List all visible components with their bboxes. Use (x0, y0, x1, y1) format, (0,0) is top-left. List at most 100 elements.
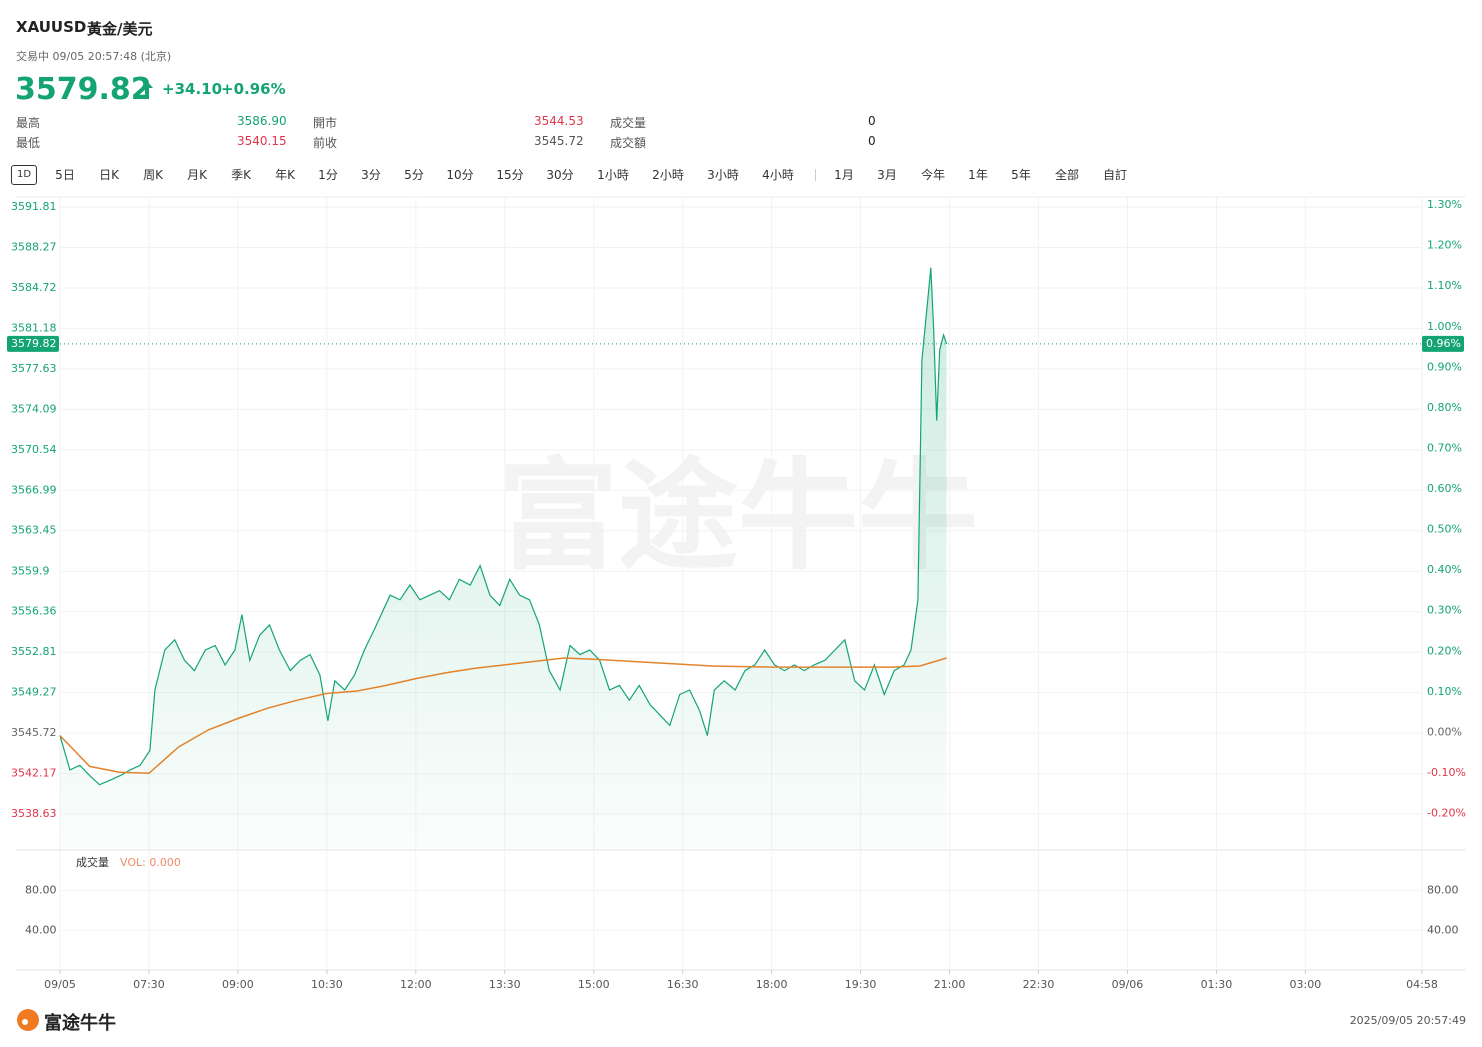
price-line (59, 267, 948, 786)
instrument-name: 黃金/美元 (87, 20, 153, 38)
period-tab[interactable]: 1年 (968, 168, 988, 182)
current-price-tag (7, 335, 59, 352)
current-pct-label: 0.96% (1426, 337, 1461, 350)
x-tick-label: 04:58 (1406, 978, 1438, 991)
y-tick-label: 3542.17 (11, 767, 57, 780)
y2-tick-label: 0.50% (1427, 523, 1462, 536)
stat-value: 0 (868, 134, 876, 148)
period-tab[interactable]: 1D (10, 165, 38, 185)
period-tab[interactable]: 月K (187, 168, 207, 182)
period-tab[interactable]: 30分 (546, 168, 574, 182)
period-tab[interactable]: 3月 (877, 168, 897, 182)
period-tab[interactable]: 1小時 (597, 168, 629, 182)
y-tick-label: 3570.54 (11, 443, 57, 456)
stat-value: 3586.90 (237, 114, 287, 128)
y-tick-label: 3552.81 (11, 645, 57, 658)
stat-label: 前收 (313, 136, 338, 150)
period-tab[interactable]: 3小時 (707, 168, 739, 182)
period-tab[interactable]: 2小時 (652, 168, 684, 182)
y-tick-label: 3584.72 (11, 281, 57, 294)
stat-label: 開市 (313, 116, 338, 130)
period-tab[interactable]: 全部 (1054, 168, 1080, 182)
period-tab[interactable]: 15分 (496, 168, 524, 182)
volume-tick-label: 40.00 (25, 923, 57, 936)
stat-value: 3545.72 (534, 134, 584, 148)
y2-tick-label: -0.10% (1427, 766, 1466, 779)
stat-value: 3540.15 (237, 134, 287, 148)
average-line (59, 657, 947, 775)
y-tick-label: 3566.99 (11, 483, 57, 496)
period-tab[interactable]: 10分 (446, 168, 474, 182)
period-tab[interactable]: 今年 (920, 168, 946, 182)
period-tab[interactable]: 5分 (404, 168, 424, 182)
x-tick-label: 03:00 (1290, 978, 1322, 991)
x-tick-label: 18:00 (756, 978, 788, 991)
stat-value: 0 (868, 114, 876, 128)
y-tick-label: 3574.09 (11, 402, 57, 415)
volume-tick-label: 80.00 (1427, 884, 1459, 897)
y2-tick-label: 0.10% (1427, 685, 1462, 698)
x-tick-label: 22:30 (1023, 978, 1055, 991)
volume-value: VOL: 0.000 (120, 856, 181, 869)
volume-tick-label: 80.00 (25, 884, 57, 897)
y2-tick-label: 1.00% (1427, 320, 1462, 333)
period-tab[interactable]: 1分 (318, 168, 338, 182)
x-tick-label: 09/05 (44, 978, 76, 991)
y2-tick-label: 0.90% (1427, 360, 1462, 373)
y-tick-label: 3591.81 (11, 200, 57, 213)
change: +34.10 (162, 80, 223, 98)
stat-label: 成交額 (610, 136, 647, 150)
x-tick-label: 13:30 (489, 978, 521, 991)
period-tab[interactable]: 日K (99, 168, 119, 182)
y2-tick-label: 0.60% (1427, 482, 1462, 495)
x-tick-label: 21:00 (934, 978, 966, 991)
period-tab[interactable]: 5日 (55, 168, 75, 182)
current-pct-tag (1422, 335, 1464, 352)
x-tick-label: 15:00 (578, 978, 610, 991)
period-tab[interactable]: 1月 (834, 168, 854, 182)
x-tick-label: 07:30 (133, 978, 165, 991)
watermark: 富途牛牛 (498, 448, 978, 587)
period-tab[interactable]: 自訂 (1102, 168, 1128, 182)
y2-tick-label: 0.70% (1427, 441, 1462, 454)
x-tick-label: 09/06 (1112, 978, 1144, 991)
brand: 富途牛牛 (44, 1013, 116, 1034)
stat-label: 最低 (16, 136, 41, 150)
period-tab[interactable]: 季K (231, 168, 251, 182)
y2-tick-label: 1.30% (1427, 198, 1462, 211)
current-price-label: 3579.82 (11, 337, 57, 350)
x-tick-label: 01:30 (1201, 978, 1233, 991)
y2-tick-label: 1.10% (1427, 279, 1462, 292)
x-tick-label: 10:30 (311, 978, 343, 991)
last-price: 3579.82 (15, 72, 152, 107)
y2-tick-label: 0.30% (1427, 604, 1462, 617)
y-tick-label: 3549.27 (11, 686, 57, 699)
change-pct: +0.96% (221, 80, 286, 98)
y-tick-label: 3563.45 (11, 524, 57, 537)
y2-tick-label: 0.00% (1427, 725, 1462, 738)
tab-separator (815, 169, 816, 181)
x-tick-label: 09:00 (222, 978, 254, 991)
y-tick-label: 3577.63 (11, 362, 57, 375)
period-tab[interactable]: 4小時 (762, 168, 794, 182)
period-tab[interactable]: 年K (275, 168, 295, 182)
stat-value: 3544.53 (534, 114, 584, 128)
timestamp: 2025/09/05 20:57:49 (1349, 1014, 1466, 1027)
stat-label: 成交量 (610, 116, 647, 130)
y-tick-label: 3538.63 (11, 807, 57, 820)
y-tick-label: 3545.72 (11, 726, 57, 739)
period-tab[interactable]: 5年 (1011, 168, 1031, 182)
y2-tick-label: 0.40% (1427, 563, 1462, 576)
y-tick-label: 3588.27 (11, 240, 57, 253)
y2-tick-label: 1.20% (1427, 239, 1462, 252)
y2-tick-label: -0.20% (1427, 806, 1466, 819)
up-arrow (141, 81, 153, 97)
symbol: XAUUSD (16, 18, 87, 36)
period-tab[interactable]: 周K (143, 168, 163, 182)
period-tab[interactable]: 3分 (361, 168, 381, 182)
y-tick-label: 3559.9 (11, 564, 50, 577)
y-tick-label: 3581.18 (11, 321, 57, 334)
status: 交易中 09/05 20:57:48 (北京) (16, 50, 172, 63)
